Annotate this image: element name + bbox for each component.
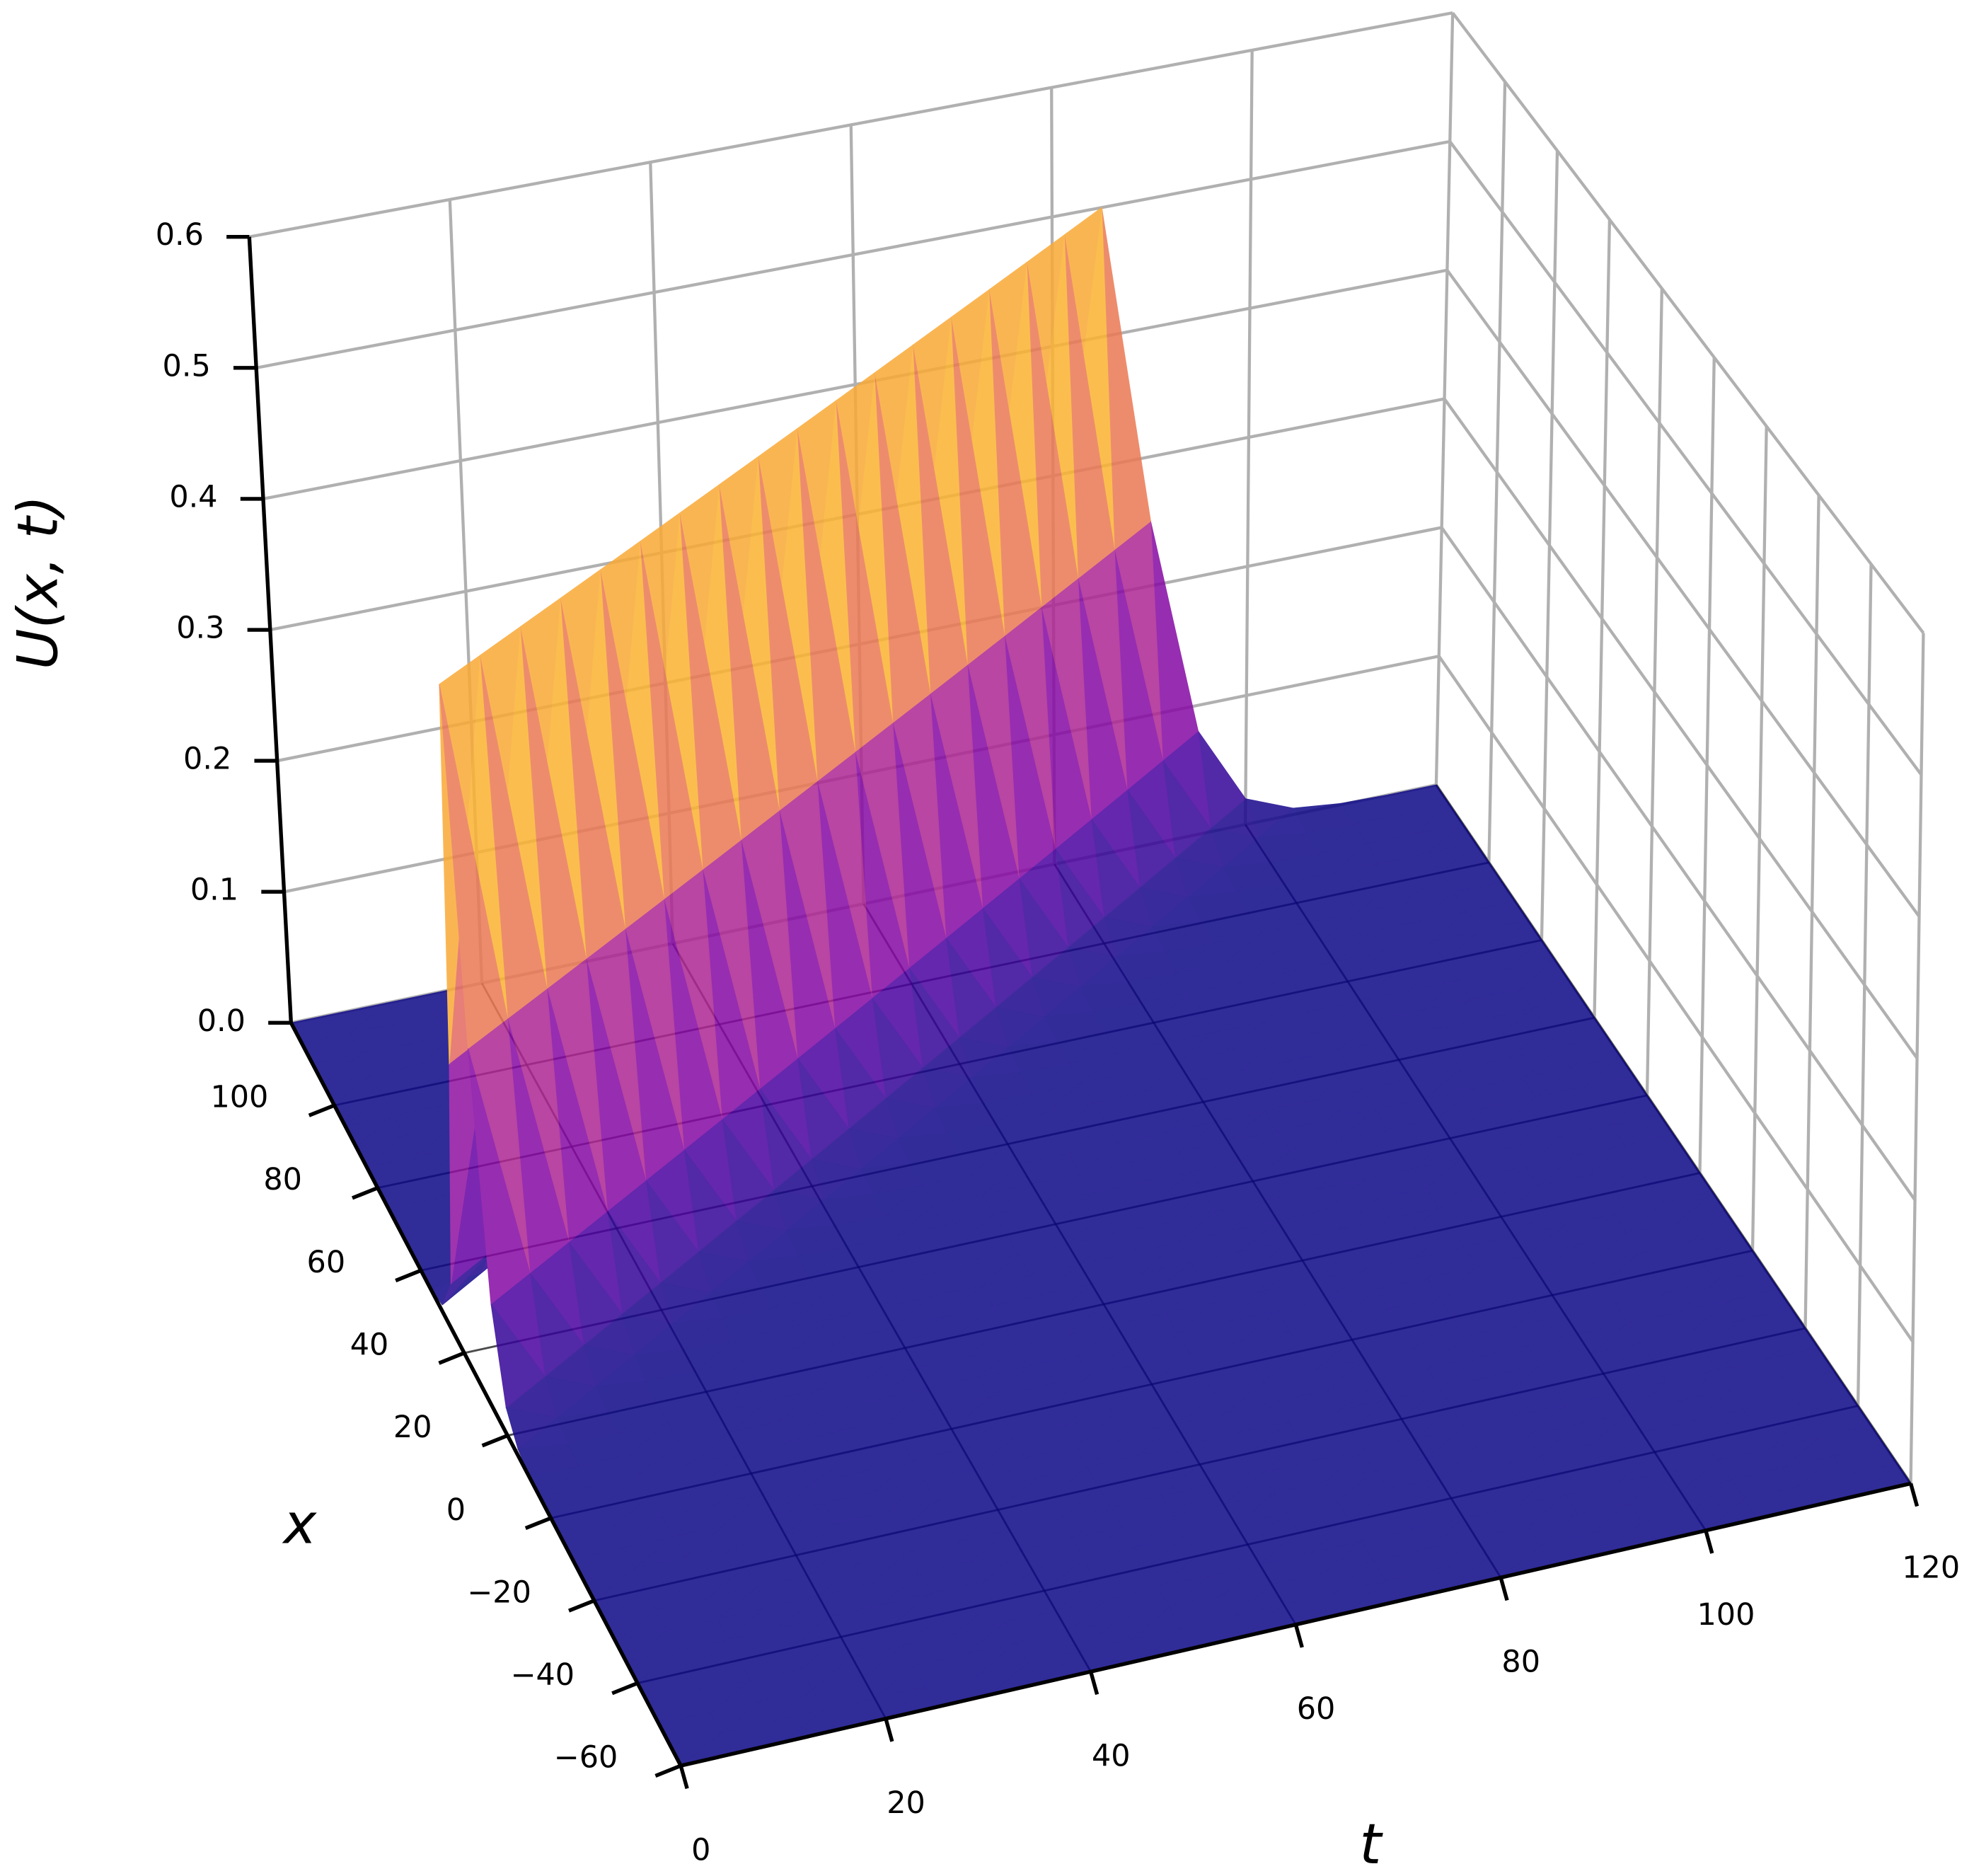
surface-facet <box>490 1304 546 1409</box>
z-axis-title: U(x, t) <box>6 495 71 669</box>
x-axis-title: x <box>282 1491 318 1556</box>
t-tick-label: 40 <box>1092 1738 1131 1773</box>
t-tick-label: 120 <box>1902 1550 1960 1585</box>
surface-facet <box>467 1048 531 1305</box>
surface-facet <box>439 684 508 1049</box>
axes: 0.0 0.1 0.2 0.3 0.4 0.5 0.6 −60 −40 −20 0 20 40 60 80 1… <box>156 217 1960 1868</box>
side-wall-grid-line <box>1451 11 1925 634</box>
side-wall-grid-line <box>1438 655 1915 1343</box>
z-tick-label: 0.1 <box>190 873 238 908</box>
x-tick <box>611 1681 638 1696</box>
side-wall-grid-line <box>1445 269 1921 918</box>
side-wall-grid-line <box>1448 140 1923 776</box>
x-tick-label: 100 <box>210 1080 268 1115</box>
z-tick-label: 0.3 <box>176 611 224 646</box>
t-tick-label: 20 <box>887 1785 925 1821</box>
t-tick-label: 0 <box>691 1832 710 1868</box>
z-tick-label: 0.0 <box>197 1003 246 1039</box>
surface-facet <box>505 1407 558 1450</box>
x-tick <box>438 1351 466 1365</box>
x-tick <box>524 1516 552 1531</box>
surface <box>290 207 1912 1766</box>
x-tick-label: 0 <box>446 1492 466 1528</box>
x-tick-label: −40 <box>511 1657 575 1693</box>
t-tick <box>884 1717 894 1742</box>
x-tick <box>568 1599 595 1613</box>
x-axis-line <box>289 1022 683 1767</box>
t-tick <box>1499 1577 1509 1601</box>
t-tick-label: 80 <box>1501 1644 1540 1679</box>
x-tick-label: −20 <box>467 1575 531 1610</box>
z-tick-label: 0.6 <box>156 217 204 253</box>
x-tick <box>395 1268 422 1283</box>
x-tick-label: −60 <box>554 1740 618 1776</box>
z-tick-label: 0.2 <box>183 742 231 777</box>
side-wall-grid-line <box>1440 526 1917 1201</box>
side-wall-grid-line <box>1443 398 1919 1059</box>
x-tick-label: 60 <box>307 1245 346 1280</box>
back-wall-grid-line <box>255 139 1450 369</box>
x-tick-label: 40 <box>350 1327 389 1362</box>
x-tick <box>481 1434 509 1448</box>
t-tick-label: 60 <box>1297 1691 1336 1727</box>
t-tick <box>1089 1671 1099 1696</box>
t-axis-title: t <box>1359 1812 1383 1876</box>
x-tick <box>351 1186 379 1200</box>
t-tick <box>1704 1530 1714 1554</box>
surface-facet <box>441 1253 490 1306</box>
t-tick <box>679 1765 689 1790</box>
x-tick-label: 80 <box>263 1162 302 1197</box>
z-tick-label: 0.5 <box>163 348 211 384</box>
t-tick <box>1293 1624 1304 1648</box>
x-tick <box>654 1763 682 1778</box>
t-tick <box>1908 1483 1920 1507</box>
z-tick-label: 0.4 <box>169 479 217 514</box>
t-tick-label: 100 <box>1697 1597 1755 1633</box>
back-wall-grid-line <box>248 11 1453 238</box>
back-wall-grid-line <box>262 268 1448 501</box>
x-tick <box>308 1103 335 1117</box>
x-tick-label: 20 <box>393 1410 432 1445</box>
